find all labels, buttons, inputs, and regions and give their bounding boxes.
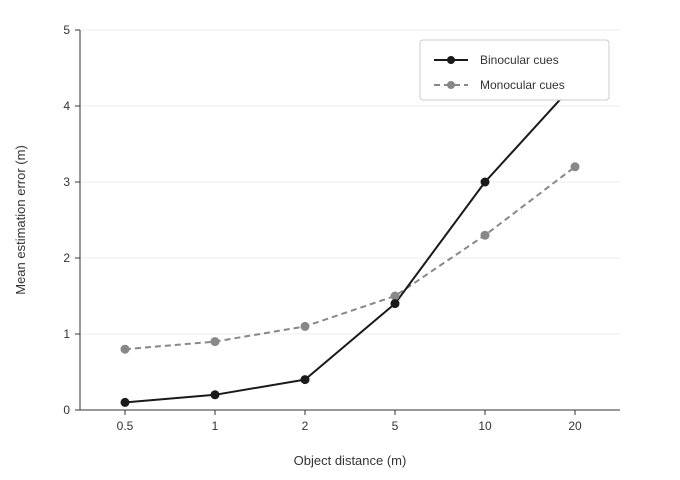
y-tick-label: 5 xyxy=(63,23,70,37)
axes xyxy=(79,30,620,411)
y-tick-label: 4 xyxy=(63,99,70,113)
x-tick-label: 20 xyxy=(568,419,582,433)
legend-label-binocular: Binocular cues xyxy=(480,53,559,67)
legend-marker-monocular xyxy=(447,81,455,89)
legend-label-monocular: Monocular cues xyxy=(480,78,565,92)
series-points xyxy=(120,78,580,407)
x-tick-label: 0.5 xyxy=(117,419,134,433)
data-point-monocular-cues xyxy=(300,321,310,331)
series-line-monocular-cues xyxy=(124,166,576,351)
y-tick-label: 0 xyxy=(63,403,70,417)
legend-marker-binocular xyxy=(447,56,455,64)
tick-labels: 0 1 2 3 4 5 0.5 1 2 5 10 20 xyxy=(63,23,582,433)
data-point-binocular-cues xyxy=(480,177,490,187)
x-tick-label: 5 xyxy=(392,419,399,433)
data-point-monocular-cues xyxy=(210,337,220,347)
data-point-binocular-cues xyxy=(390,299,400,309)
y-tick-label: 3 xyxy=(63,175,70,189)
data-point-binocular-cues xyxy=(210,390,220,400)
data-point-monocular-cues xyxy=(120,344,130,354)
data-point-monocular-cues xyxy=(570,162,580,172)
grid-lines xyxy=(80,29,620,335)
x-tick-label: 2 xyxy=(302,419,309,433)
data-point-binocular-cues xyxy=(120,397,130,407)
data-point-monocular-cues xyxy=(480,230,490,240)
y-tick-label: 2 xyxy=(63,251,70,265)
data-point-binocular-cues xyxy=(300,375,310,385)
legend: Binocular cues Monocular cues xyxy=(419,39,610,101)
y-axis-title: Mean estimation error (m) xyxy=(13,145,28,295)
series-line-binocular-cues xyxy=(124,82,576,404)
x-axis-title: Object distance (m) xyxy=(294,453,407,468)
x-tick-label: 1 xyxy=(212,419,219,433)
x-tick-label: 10 xyxy=(478,419,492,433)
data-point-monocular-cues xyxy=(390,291,400,301)
series-lines xyxy=(124,82,576,404)
y-tick-label: 1 xyxy=(63,327,70,341)
